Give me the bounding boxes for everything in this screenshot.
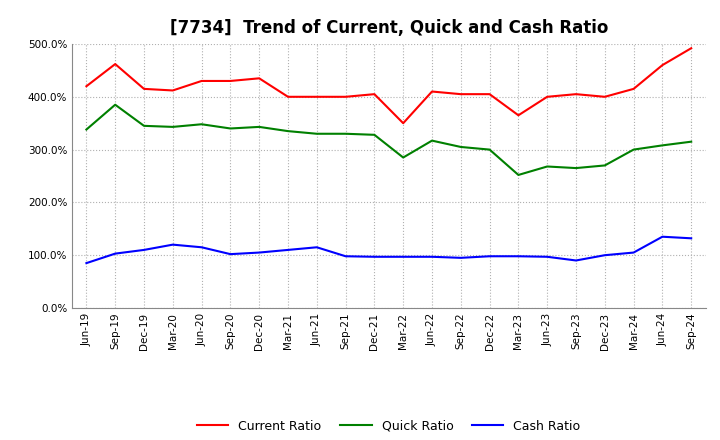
Cash Ratio [255,250,264,255]
Quick Ratio [226,126,235,131]
Current Ratio [485,92,494,97]
Quick Ratio [658,143,667,148]
Cash Ratio [197,245,206,250]
Quick Ratio [168,124,177,129]
Line: Quick Ratio: Quick Ratio [86,105,691,175]
Cash Ratio [543,254,552,260]
Cash Ratio [485,253,494,259]
Quick Ratio [312,131,321,136]
Current Ratio [399,121,408,126]
Cash Ratio [687,236,696,241]
Quick Ratio [82,127,91,132]
Cash Ratio [370,254,379,260]
Quick Ratio [399,155,408,160]
Current Ratio [82,84,91,89]
Quick Ratio [111,102,120,107]
Cash Ratio [168,242,177,247]
Current Ratio [312,94,321,99]
Cash Ratio [456,255,465,260]
Cash Ratio [572,258,580,263]
Quick Ratio [370,132,379,137]
Quick Ratio [341,131,350,136]
Cash Ratio [600,253,609,258]
Line: Current Ratio: Current Ratio [86,48,691,123]
Quick Ratio [629,147,638,152]
Quick Ratio [140,123,148,128]
Quick Ratio [572,165,580,171]
Quick Ratio [543,164,552,169]
Cash Ratio [399,254,408,260]
Title: [7734]  Trend of Current, Quick and Cash Ratio: [7734] Trend of Current, Quick and Cash … [170,19,608,37]
Current Ratio [629,86,638,92]
Current Ratio [284,94,292,99]
Quick Ratio [255,124,264,129]
Quick Ratio [284,128,292,134]
Current Ratio [226,78,235,84]
Current Ratio [428,89,436,94]
Current Ratio [543,94,552,99]
Current Ratio [687,46,696,51]
Current Ratio [140,86,148,92]
Cash Ratio [341,253,350,259]
Cash Ratio [111,251,120,256]
Current Ratio [514,113,523,118]
Line: Cash Ratio: Cash Ratio [86,237,691,263]
Quick Ratio [428,138,436,143]
Cash Ratio [629,250,638,255]
Current Ratio [168,88,177,93]
Cash Ratio [658,234,667,239]
Current Ratio [197,78,206,84]
Current Ratio [370,92,379,97]
Cash Ratio [284,247,292,253]
Current Ratio [255,76,264,81]
Quick Ratio [687,139,696,144]
Cash Ratio [140,247,148,253]
Legend: Current Ratio, Quick Ratio, Cash Ratio: Current Ratio, Quick Ratio, Cash Ratio [192,414,585,437]
Current Ratio [341,94,350,99]
Quick Ratio [514,172,523,178]
Current Ratio [572,92,580,97]
Cash Ratio [514,253,523,259]
Quick Ratio [485,147,494,152]
Current Ratio [600,94,609,99]
Current Ratio [658,62,667,68]
Cash Ratio [428,254,436,260]
Quick Ratio [600,163,609,168]
Cash Ratio [82,260,91,266]
Quick Ratio [456,144,465,150]
Current Ratio [111,62,120,67]
Cash Ratio [312,245,321,250]
Cash Ratio [226,252,235,257]
Quick Ratio [197,121,206,127]
Current Ratio [456,92,465,97]
